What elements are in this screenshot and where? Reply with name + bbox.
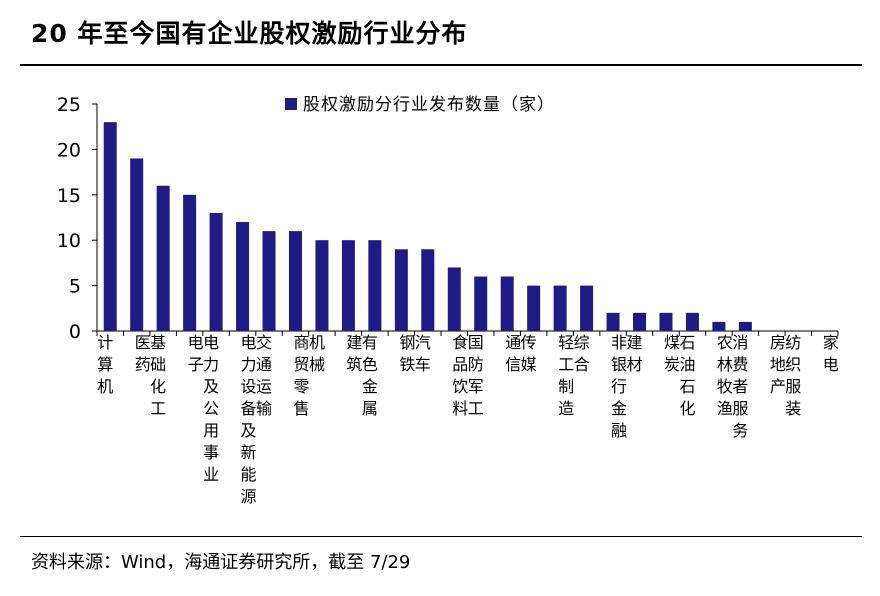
x-tick-label: 房地产 — [770, 333, 786, 396]
x-tick-label: 石油石化 — [679, 333, 695, 418]
x-tick-label: 钢铁 — [399, 333, 415, 374]
y-tick-label: 20 — [57, 139, 81, 161]
x-tick-label: 家电 — [823, 333, 839, 374]
bar — [421, 249, 435, 331]
x-tick-label: 汽车 — [415, 333, 431, 374]
x-tick-label: 轻工制造 — [558, 333, 574, 418]
bar — [156, 185, 170, 331]
bar — [474, 276, 488, 331]
x-tick-label: 非银行金融 — [611, 333, 627, 440]
bar — [315, 240, 329, 331]
chart-bars — [103, 122, 752, 331]
x-tick-label: 消费者服务 — [732, 333, 748, 440]
x-tick-label: 医药 — [135, 333, 151, 374]
x-tick-label: 机械 — [309, 333, 325, 374]
y-tick-label: 10 — [57, 230, 81, 252]
page-title: 20 年至今国有企业股权激励行业分布 — [31, 19, 468, 48]
source-divider — [20, 536, 862, 537]
bar — [712, 321, 726, 331]
x-tick-label: 有色金属 — [362, 333, 378, 418]
x-tick-label: 交通运输 — [256, 333, 272, 418]
x-tick-label: 通信 — [505, 333, 521, 374]
bar — [103, 122, 117, 331]
x-tick-label: 电子 — [188, 333, 204, 374]
bar — [685, 312, 699, 331]
bar — [368, 240, 382, 331]
x-tick-label: 建筑 — [346, 333, 362, 374]
x-tick-label: 计算机 — [97, 333, 113, 396]
bar — [606, 312, 620, 331]
legend-label: 股权激励分行业发布数量（家） — [303, 95, 555, 115]
bar — [527, 285, 541, 331]
bar — [236, 222, 250, 331]
y-tick-label: 0 — [69, 321, 81, 343]
x-tick-label: 传媒 — [521, 333, 537, 374]
x-tick-label: 食品饮料 — [452, 333, 468, 418]
x-tick-label: 商贸零售 — [293, 333, 309, 418]
x-tick-label: 国防军工 — [468, 333, 484, 418]
bar — [580, 285, 594, 331]
bar — [130, 158, 144, 331]
x-tick-label: 电力及公用事业 — [203, 333, 219, 484]
x-tick-label: 建材 — [627, 333, 643, 374]
bar — [553, 285, 567, 331]
chart-axes: 0 5 10 15 20 25 — [57, 94, 839, 343]
bar — [500, 276, 514, 331]
y-tick-label: 25 — [57, 94, 81, 116]
source-note: 资料来源：Wind，海通证券研究所，截至 7/29 — [31, 552, 411, 573]
bar — [659, 312, 673, 331]
legend-swatch — [285, 98, 297, 110]
chart-legend: 股权激励分行业发布数量（家） — [285, 95, 555, 115]
x-tick-label: 电力设备及新能源 — [241, 333, 257, 506]
title-divider — [20, 64, 862, 66]
x-tick-label: 煤炭 — [664, 333, 680, 374]
bar — [738, 321, 752, 331]
x-tick-label: 纺织服装 — [785, 333, 801, 418]
bar — [633, 312, 647, 331]
bar — [394, 249, 408, 331]
bar — [183, 194, 197, 331]
bar — [288, 231, 302, 331]
bar — [447, 267, 461, 331]
y-tick-label: 5 — [69, 276, 81, 298]
y-tick-label: 15 — [57, 185, 81, 207]
x-tick-label: 农林牧渔 — [717, 333, 733, 418]
bar — [262, 231, 276, 331]
bar — [341, 240, 355, 331]
bar — [209, 212, 223, 331]
x-tick-label: 基础化工 — [150, 333, 166, 418]
x-tick-label: 综合 — [574, 333, 590, 374]
